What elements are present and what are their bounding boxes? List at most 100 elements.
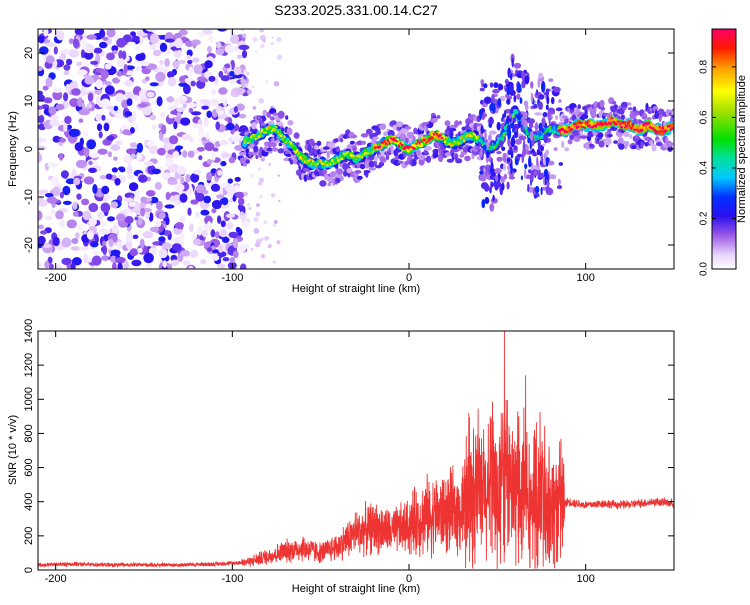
spectrogram-noise-cell (76, 224, 84, 231)
spectrogram-halo-cell (283, 157, 290, 162)
spectrogram-noise-cell (78, 109, 90, 116)
spectrogram-halo-cell (415, 149, 421, 156)
spectrogram-halo-cell (613, 104, 618, 109)
spectrogram-ridge-cell (640, 128, 644, 132)
spectrogram-noise-cell (125, 70, 134, 76)
spectrogram-halo-cell (277, 110, 285, 119)
spectrogram-halo-cell (375, 129, 381, 135)
spectrogram-noise-cell (48, 263, 54, 269)
spectrogram-noise-cell (256, 203, 260, 207)
spectrogram-streak-cell (498, 140, 504, 148)
spectrogram-streak-cell (545, 104, 549, 111)
spectrogram-noise-cell (68, 38, 74, 44)
spectrogram-ridge-cell (546, 128, 550, 131)
spectrogram-streak-cell (509, 146, 513, 152)
spectrogram-ridge-cell (443, 140, 447, 144)
spectrogram-noise-cell (115, 140, 123, 146)
spectrogram-ridge-cell (626, 121, 629, 125)
spectrogram-noise-cell (71, 237, 79, 245)
spectrogram-noise-cell (115, 213, 126, 222)
spectrogram-noise-cell (76, 193, 82, 200)
spectrogram-noise-cell (52, 236, 60, 247)
spectrogram-ridge-cell (588, 124, 591, 128)
spectrogram-noise-cell (192, 41, 197, 49)
spectrogram-halo-cell (665, 141, 674, 147)
spectrogram-halo-cell (395, 121, 404, 129)
spectrogram-streak-cell (538, 101, 543, 110)
spectrogram-noise-cell (116, 70, 123, 77)
y-tick-label: 20 (23, 47, 35, 59)
spectrogram-halo-cell (555, 115, 559, 121)
spectrogram-streak-cell (530, 81, 534, 89)
spectrogram-noise-cell (111, 167, 118, 173)
spectrogram-noise-cell (243, 191, 248, 197)
y-tick-label: 600 (23, 458, 35, 476)
spectrogram-halo-cell (607, 128, 612, 133)
spectrogram-ridge-cell (567, 126, 571, 129)
spectrogram-noise-cell (257, 167, 262, 171)
spectrogram-noise-cell (167, 76, 177, 87)
spectrogram-halo-cell (380, 149, 387, 157)
spectrogram-halo-cell (313, 145, 319, 150)
spectrogram-noise-cell (84, 76, 95, 85)
spectrogram-ridge-cell (291, 143, 294, 148)
spectrogram-ridge-cell (474, 133, 477, 137)
spectrogram-noise-cell (232, 74, 243, 79)
spectrogram-noise-cell (65, 83, 71, 93)
spectrogram-noise-cell (206, 221, 212, 230)
spectrogram-noise-cell (236, 103, 245, 111)
spectrogram-noise-cell (220, 160, 227, 167)
spectrogram-noise-cell (216, 194, 224, 199)
spectrogram-noise-cell (117, 262, 123, 269)
spectrogram-noise-cell (83, 176, 95, 185)
spectrogram-ridge-cell (469, 134, 472, 138)
spectrogram-noise-cell (198, 155, 203, 161)
spectrogram-streak-cell (508, 113, 512, 119)
spectrogram-noise-cell (50, 208, 56, 215)
spectrogram-noise-cell (149, 82, 159, 87)
spectrogram-noise-cell (111, 50, 118, 55)
spectrogram-noise-cell (174, 38, 183, 49)
spectrogram-streak-cell (516, 93, 521, 100)
spectrogram-noise-cell (143, 252, 154, 264)
spectrogram-y-ticks: -20 -10 0 10 20 (23, 47, 674, 253)
spectrogram-halo-cell (618, 143, 625, 150)
spectrogram-noise-cell (188, 103, 198, 108)
spectrogram-noise-cell (164, 58, 171, 67)
x-tick-label: -200 (45, 272, 67, 284)
spectrogram-noise-cell (162, 260, 167, 268)
spectrogram-halo-cell (285, 115, 289, 120)
spectrogram-streak-cell (488, 116, 494, 125)
spectrogram-halo-cell (464, 155, 471, 162)
spectrogram-noise-cell (241, 50, 248, 59)
spectrogram-ridge-cell (604, 121, 607, 125)
spectrogram-ridge-cell (453, 140, 456, 143)
spectrogram-halo-cell (579, 135, 588, 139)
spectrogram-noise-cell (156, 96, 163, 107)
spectrogram-noise-cell (211, 88, 217, 96)
spectrogram-noise-cell (187, 207, 192, 216)
spectrogram-noise-cell (208, 35, 214, 43)
spectrogram-ridge-cell (248, 141, 251, 144)
spectrogram-ridge-cell (370, 151, 373, 154)
spectrogram-noise-cell (111, 45, 119, 52)
spectrogram-noise-cell (171, 243, 182, 252)
spectrogram-streak-cell (509, 83, 514, 93)
spectrogram-ridge-cell (279, 134, 283, 138)
spectrogram-halo-cell (557, 178, 561, 186)
spectrogram-noise-cell (60, 49, 71, 55)
spectrogram-halo-cell (458, 120, 462, 125)
spectrogram-ridge-cell (243, 140, 246, 144)
spectrogram-halo-cell (277, 148, 285, 154)
spectrogram-ridge-cell (539, 135, 542, 140)
spectrogram-noise-cell (241, 33, 247, 38)
spectrogram-noise-cell (240, 263, 247, 269)
spectrogram-noise-cell (234, 184, 240, 193)
spectrogram-noise-cell (106, 29, 116, 38)
spectrogram-ridge-cell (491, 142, 494, 146)
spectrogram-halo-cell (396, 126, 400, 131)
spectrogram-noise-cell (140, 60, 150, 67)
spectrogram-ridge-cell (335, 156, 339, 159)
spectrogram-noise-cell (102, 196, 109, 202)
spectrogram-halo-cell (627, 107, 633, 111)
